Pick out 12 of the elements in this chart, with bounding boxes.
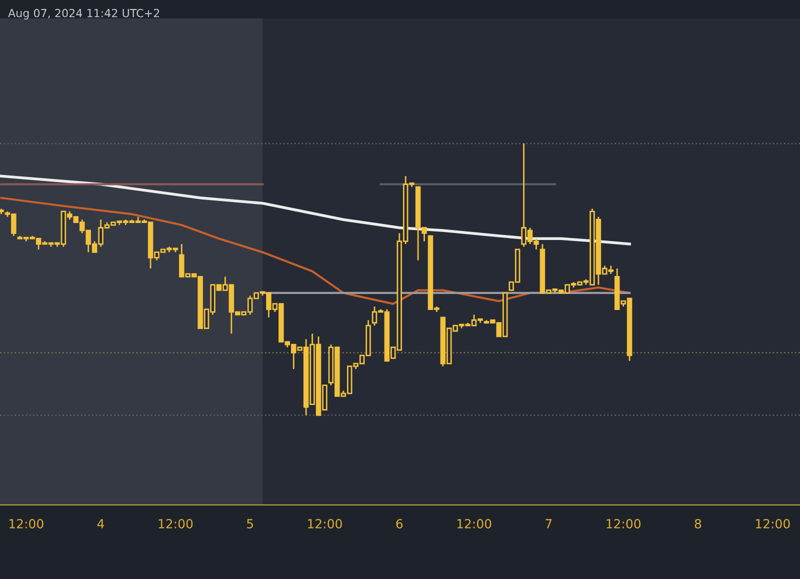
x-tick-label: 5	[247, 519, 253, 528]
x-tick-label: 6	[396, 519, 403, 528]
x-tick-label: 12:00	[756, 519, 790, 528]
x-tick-label: 7	[546, 519, 552, 528]
x-tick-label: 12:00	[606, 519, 641, 528]
x-tick-label: 8	[694, 519, 702, 528]
x-tick-label: 12:00	[9, 519, 44, 528]
x-tick-label: 12:00	[457, 519, 492, 528]
x-tick-label: 4	[97, 519, 104, 528]
x-tick-label: 12:00	[308, 519, 342, 528]
text: Aug 07, 2024 11:42 UTC+2	[8, 8, 160, 20]
x-tick-label: 12:00	[158, 519, 193, 528]
